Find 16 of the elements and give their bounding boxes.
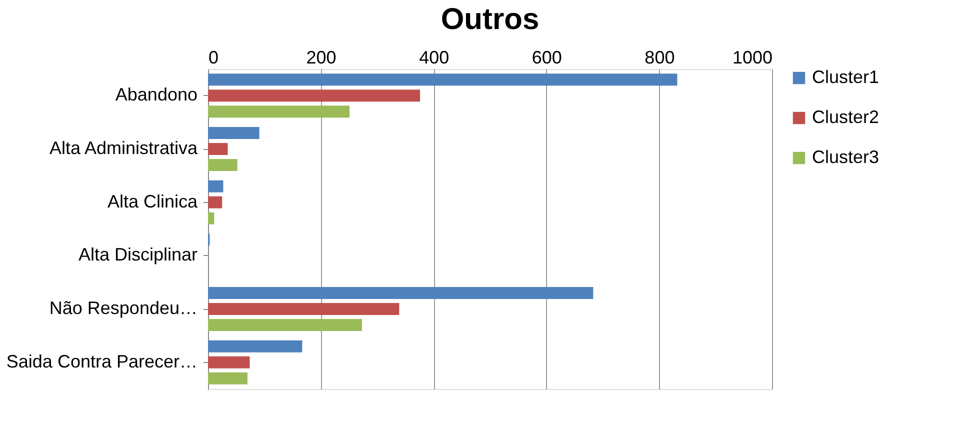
legend-label: Cluster3: [812, 147, 880, 167]
y-tick-label: Abandono: [115, 84, 198, 105]
x-tick-label: 600: [532, 48, 562, 68]
y-tick-label: Alta Clinica: [107, 191, 198, 212]
y-tick-label: Não Respondeu…: [49, 298, 198, 318]
x-tick-label: 1000: [732, 48, 772, 68]
x-tick-label: 0: [208, 48, 219, 68]
y-tick-label: Alta Disciplinar: [78, 244, 198, 265]
x-tick-label: 200: [306, 48, 336, 68]
legend-label: Cluster1: [812, 67, 880, 87]
x-tick-label: 800: [644, 48, 675, 68]
chart-title: Outros: [440, 3, 540, 36]
y-tick-label: Alta Administrativa: [49, 138, 198, 158]
legend-label: Cluster2: [812, 107, 880, 127]
y-tick-label: Saida Contra Parecer…: [6, 351, 198, 372]
x-tick-label: 400: [419, 48, 450, 68]
